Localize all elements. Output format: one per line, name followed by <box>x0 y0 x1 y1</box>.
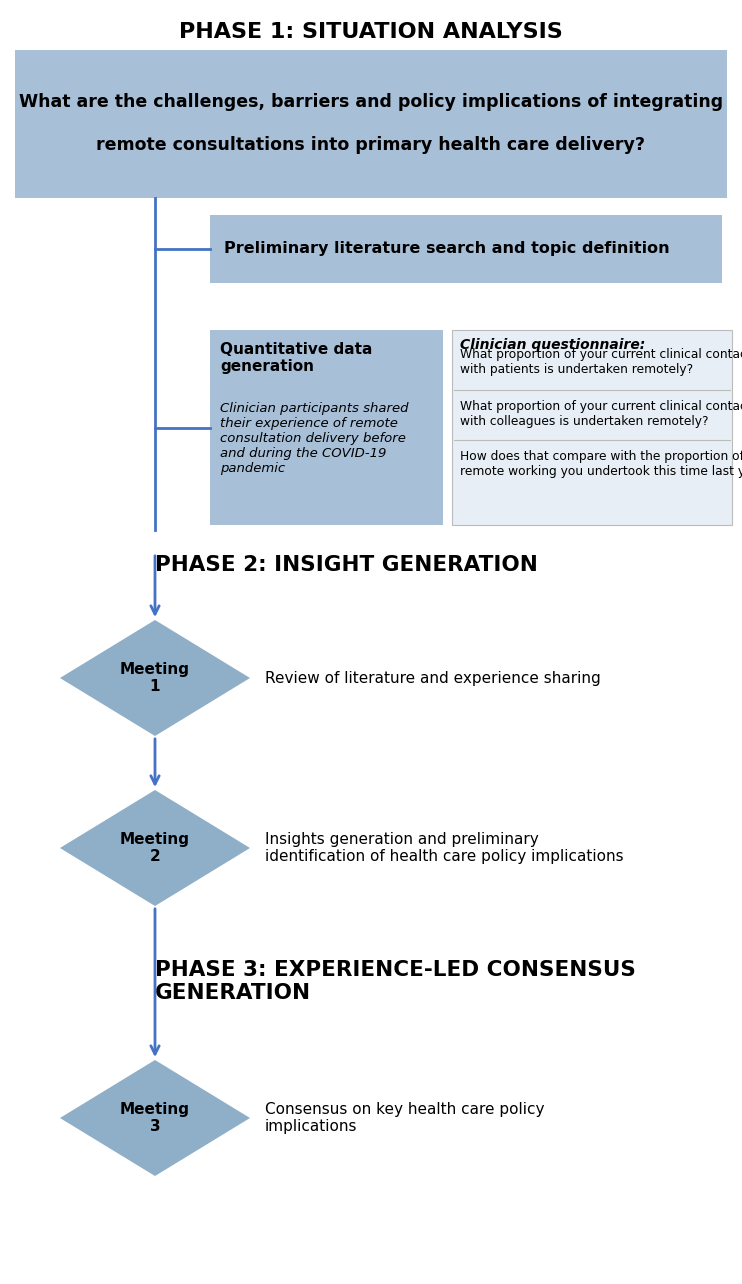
Polygon shape <box>60 1061 250 1176</box>
FancyBboxPatch shape <box>452 330 732 525</box>
Text: Meeting
2: Meeting 2 <box>120 832 190 864</box>
Text: remote consultations into primary health care delivery?: remote consultations into primary health… <box>96 136 646 154</box>
FancyBboxPatch shape <box>210 330 443 525</box>
Text: What are the challenges, barriers and policy implications of integrating: What are the challenges, barriers and po… <box>19 92 723 110</box>
Text: Clinician questionnaire:: Clinician questionnaire: <box>460 338 646 352</box>
Text: Quantitative data
generation: Quantitative data generation <box>220 342 372 375</box>
FancyBboxPatch shape <box>210 214 722 282</box>
Text: PHASE 2: INSIGHT GENERATION: PHASE 2: INSIGHT GENERATION <box>155 555 538 575</box>
Text: Meeting
3: Meeting 3 <box>120 1102 190 1134</box>
Text: How does that compare with the proportion of
remote working you undertook this t: How does that compare with the proportio… <box>460 449 742 478</box>
Text: Insights generation and preliminary
identification of health care policy implica: Insights generation and preliminary iden… <box>265 832 623 864</box>
FancyBboxPatch shape <box>15 50 727 198</box>
Text: Clinician participants shared
their experience of remote
consultation delivery b: Clinician participants shared their expe… <box>220 402 409 475</box>
Text: Preliminary literature search and topic definition: Preliminary literature search and topic … <box>224 241 669 257</box>
Text: What proportion of your current clinical contact
with colleagues is undertaken r: What proportion of your current clinical… <box>460 401 742 428</box>
Polygon shape <box>60 790 250 907</box>
Text: PHASE 3: EXPERIENCE-LED CONSENSUS
GENERATION: PHASE 3: EXPERIENCE-LED CONSENSUS GENERA… <box>155 960 636 1003</box>
Polygon shape <box>60 620 250 736</box>
Text: Meeting
1: Meeting 1 <box>120 661 190 695</box>
Text: Consensus on key health care policy
implications: Consensus on key health care policy impl… <box>265 1102 545 1134</box>
Text: What proportion of your current clinical contact
with patients is undertaken rem: What proportion of your current clinical… <box>460 348 742 376</box>
Text: Review of literature and experience sharing: Review of literature and experience shar… <box>265 670 601 686</box>
Text: PHASE 1: SITUATION ANALYSIS: PHASE 1: SITUATION ANALYSIS <box>179 22 563 42</box>
